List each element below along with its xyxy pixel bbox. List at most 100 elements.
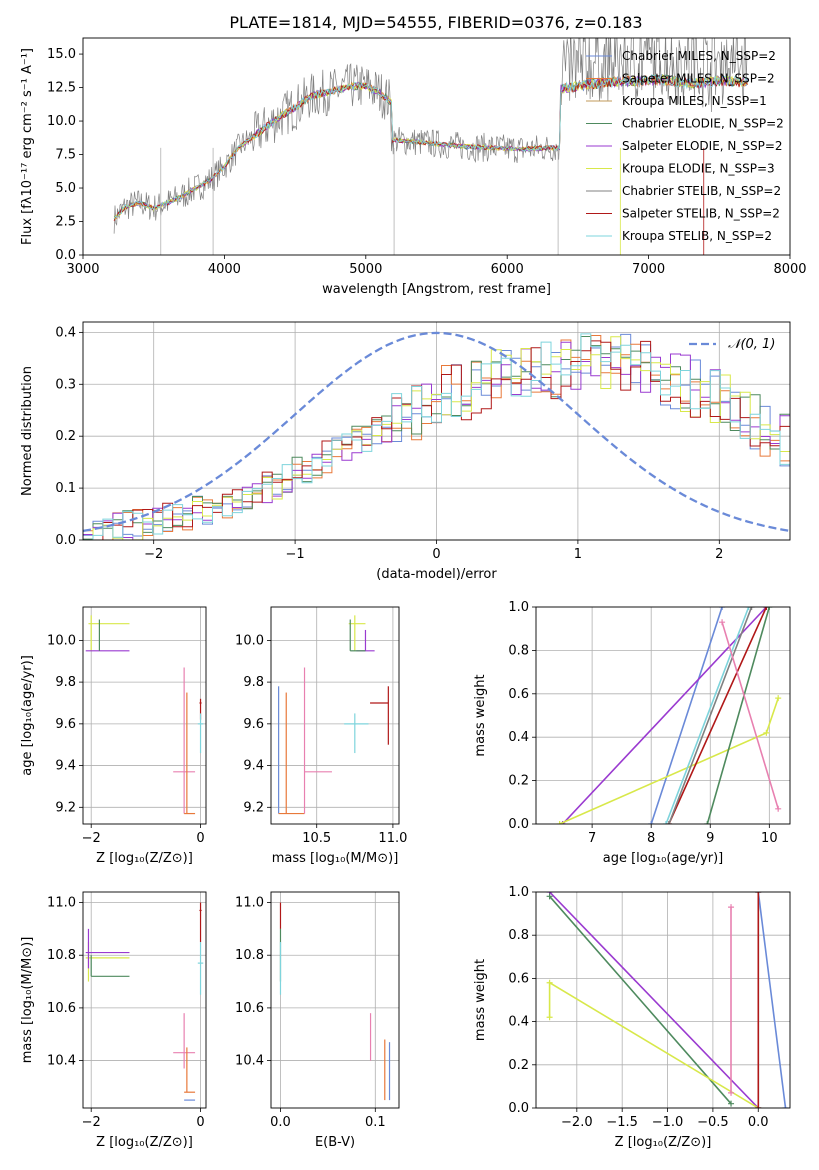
y-tick-label: 10.8 bbox=[47, 948, 76, 963]
legend-label: Kroupa MILES, N_SSP=1 bbox=[622, 94, 767, 108]
y-tick-label: 0.8 bbox=[508, 928, 529, 943]
figure-title: PLATE=1814, MJD=54555, FIBERID=0376, z=0… bbox=[229, 13, 642, 32]
y-tick-label: 9.8 bbox=[243, 675, 264, 690]
spectrum-ks bbox=[113, 74, 748, 220]
panel-spectrum: 3000 4000 5000 6000 7000 8000 0.0 2.5 5.0 7.5 10.0… bbox=[20, 37, 807, 297]
cum-marker bbox=[775, 695, 782, 702]
legend-label: 𝒩(0, 1) bbox=[728, 337, 775, 352]
y-tick-label: 9.6 bbox=[55, 717, 76, 732]
x-tick-label: −2 bbox=[82, 831, 101, 846]
x-tick-label: −1.0 bbox=[652, 1115, 684, 1130]
axes-frame bbox=[270, 891, 400, 1109]
x-tick-label: 9 bbox=[706, 831, 714, 846]
x-axis-label: (data-model)/error bbox=[376, 567, 497, 582]
cum-line-se bbox=[562, 607, 767, 824]
x-tick-label: 4000 bbox=[208, 262, 241, 277]
cum-marker bbox=[719, 619, 726, 626]
y-tick-label: 10.0 bbox=[47, 114, 76, 129]
hist-ke bbox=[83, 336, 790, 540]
cum-marker bbox=[728, 904, 735, 911]
cum-line-ce bbox=[706, 607, 771, 824]
y-tick-label: 0.0 bbox=[508, 1101, 529, 1116]
x-tick-label: 10.5 bbox=[302, 831, 331, 846]
x-tick-label: −1 bbox=[286, 547, 305, 562]
legend-label: Salpeter ELODIE, N_SSP=2 bbox=[622, 139, 783, 153]
axes-frame bbox=[82, 321, 791, 541]
cum-line-cs bbox=[668, 607, 753, 824]
cum-marker bbox=[728, 1089, 735, 1096]
legend-label: Chabrier ELODIE, N_SSP=2 bbox=[622, 117, 784, 131]
y-tick-label: 1.0 bbox=[508, 885, 529, 900]
normal-curve bbox=[83, 331, 790, 533]
x-axis-label: Z [log₁₀(Z/Z⊙)] bbox=[615, 1135, 712, 1150]
y-tick-label: 10.8 bbox=[235, 948, 264, 963]
panel-age_z: −2 0 9.2 9.4 9.6 9.8 10.0 Z [log₁₀(Z/Z⊙)] age [l… bbox=[20, 606, 207, 866]
cum-marker bbox=[763, 607, 770, 610]
x-axis-label: Z [log₁₀(Z/Z⊙)] bbox=[96, 851, 193, 866]
y-axis-label: mass weight bbox=[473, 674, 488, 756]
cum-line-cm bbox=[650, 607, 723, 824]
hist-lines bbox=[83, 331, 790, 540]
y-tick-label: 9.6 bbox=[243, 717, 264, 732]
cum-marker bbox=[782, 1105, 789, 1108]
panel-cum_age: 7 8 9 10 0.0 0.2 0.4 0.6 0.8 1.0 age [log₁₀(age/yr… bbox=[473, 600, 791, 866]
y-tick-label: 0.4 bbox=[508, 1015, 529, 1030]
y-tick-label: 0.6 bbox=[508, 971, 529, 986]
cum-marker bbox=[704, 821, 711, 824]
cum-line-ke bbox=[548, 981, 759, 1108]
x-tick-label: 2 bbox=[715, 547, 723, 562]
legend-label: Salpeter STELIB, N_SSP=2 bbox=[622, 207, 780, 221]
legend-label: Chabrier STELIB, N_SSP=2 bbox=[622, 184, 781, 198]
x-tick-label: 7000 bbox=[632, 262, 665, 277]
x-tick-label: 11.0 bbox=[378, 831, 407, 846]
y-tick-label: 2.5 bbox=[55, 215, 76, 230]
panel-age_mass: 10.5 11.0 9.2 9.4 9.6 9.8 10.0 mass [log₁₀(M/M⊙… bbox=[235, 606, 407, 866]
y-tick-label: 0.4 bbox=[508, 730, 529, 745]
axes-frame bbox=[82, 891, 207, 1109]
y-tick-label: 10.0 bbox=[235, 633, 264, 648]
x-tick-label: 0.0 bbox=[748, 1115, 769, 1130]
x-tick-label: 8 bbox=[647, 831, 655, 846]
y-tick-label: 10.6 bbox=[235, 1001, 264, 1016]
y-axis-label: Flux [fλ10⁻¹⁷ erg cm⁻² s⁻¹ A⁻¹] bbox=[20, 48, 35, 245]
x-axis-label: E(B-V) bbox=[315, 1135, 355, 1150]
axes-frame bbox=[270, 606, 400, 825]
spectrum-legend: Chabrier MILES, N_SSP=2 Salpeter MILES, N… bbox=[586, 49, 784, 243]
points bbox=[278, 615, 389, 815]
x-tick-label: −2 bbox=[82, 1115, 101, 1130]
y-tick-label: 0.2 bbox=[55, 429, 76, 444]
x-axis-label: wavelength [Angstrom, rest frame] bbox=[322, 282, 551, 297]
spectrum-lines bbox=[113, 38, 748, 255]
y-tick-label: 0.0 bbox=[508, 817, 529, 832]
cum-marker bbox=[546, 1014, 553, 1021]
legend-label: Salpeter MILES, N_SSP=2 bbox=[622, 72, 775, 86]
axes-frame bbox=[535, 606, 791, 825]
x-axis-label: mass [log₁₀(M/M⊙)] bbox=[272, 851, 399, 866]
y-tick-label: 10.0 bbox=[47, 633, 76, 648]
cum-marker bbox=[766, 607, 773, 610]
cum-marker bbox=[728, 1100, 735, 1107]
y-tick-label: 0.2 bbox=[508, 774, 529, 789]
panel-mass_ebv: 0.0 0.1 10.4 10.6 10.8 11.0 E(B-V) bbox=[235, 891, 400, 1150]
y-tick-label: 1.0 bbox=[508, 600, 529, 615]
cum-marker bbox=[546, 979, 553, 986]
x-tick-label: −0.5 bbox=[697, 1115, 729, 1130]
cum-line-ss bbox=[668, 607, 768, 824]
y-tick-label: 0.6 bbox=[508, 687, 529, 702]
points bbox=[85, 615, 204, 815]
cum-marker bbox=[556, 821, 563, 824]
x-tick-label: −2.0 bbox=[561, 1115, 593, 1130]
cum-marker bbox=[546, 893, 553, 900]
x-tick-label: 10 bbox=[761, 831, 778, 846]
y-tick-label: 11.0 bbox=[235, 896, 264, 911]
y-tick-label: 10.4 bbox=[235, 1054, 264, 1069]
x-tick-label: −2 bbox=[144, 547, 163, 562]
x-tick-label: 0.1 bbox=[365, 1115, 386, 1130]
x-tick-label: 1 bbox=[574, 547, 582, 562]
x-tick-label: 5000 bbox=[349, 262, 382, 277]
panel-mass_z: −2 0 10.4 10.6 10.8 11.0 Z [log₁₀(Z/Z⊙)] mass [… bbox=[20, 891, 207, 1150]
legend-label: Kroupa STELIB, N_SSP=2 bbox=[622, 229, 772, 243]
x-tick-label: 7 bbox=[588, 831, 596, 846]
cum-line-se bbox=[549, 892, 759, 1108]
